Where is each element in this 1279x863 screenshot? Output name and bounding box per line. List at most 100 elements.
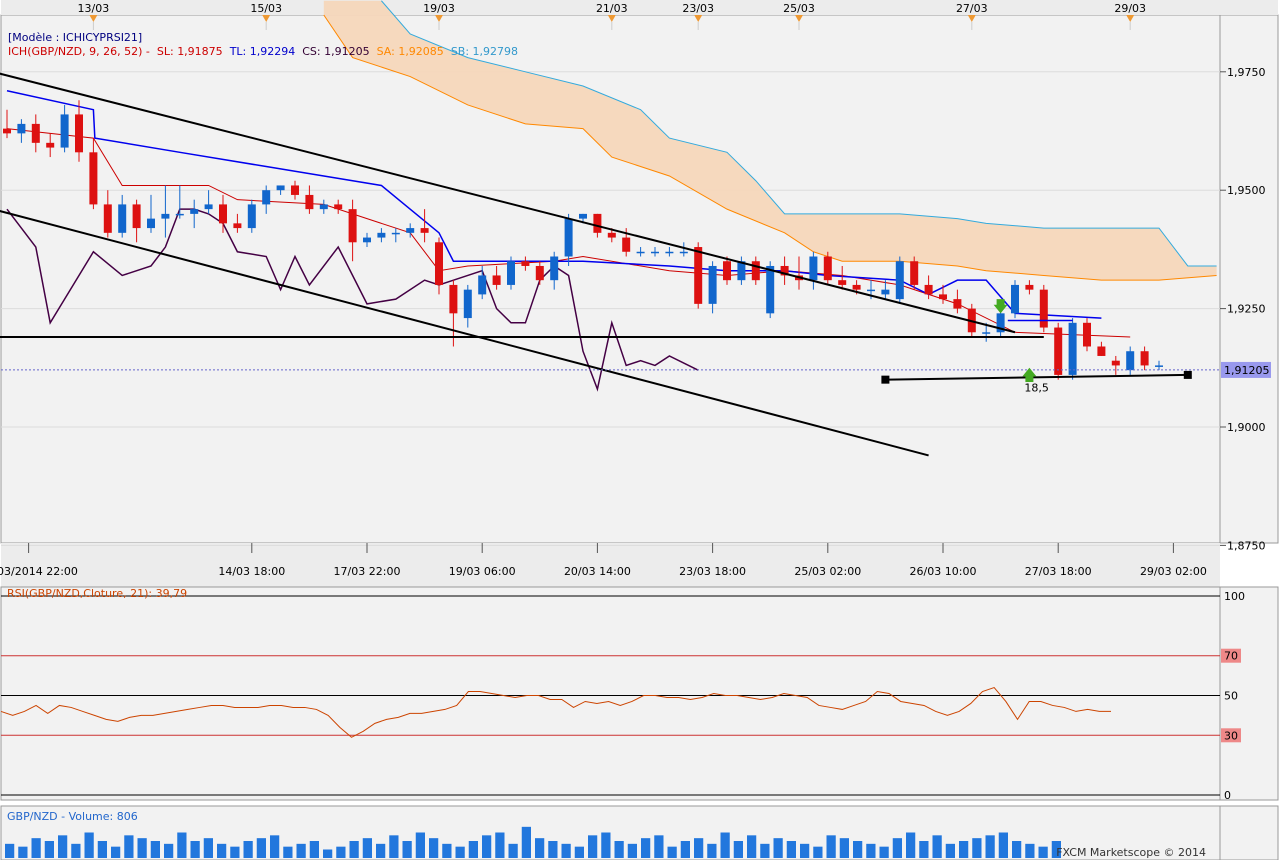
- volume-bar: [124, 835, 134, 858]
- candle-body: [276, 185, 285, 191]
- x-tick-label: 11/03/2014 22:00: [0, 565, 78, 578]
- volume-bar: [442, 843, 452, 858]
- candle-body: [1097, 346, 1106, 356]
- candle-body: [348, 209, 357, 243]
- volume-bar: [548, 841, 558, 858]
- volume-bar: [270, 835, 280, 858]
- volume-bar: [932, 835, 942, 858]
- volume-bar: [389, 835, 399, 858]
- candle-body: [3, 128, 11, 134]
- volume-bar: [150, 841, 160, 858]
- cloud-fill: [323, 0, 1217, 281]
- candle-body: [132, 204, 141, 229]
- volume-bar: [296, 843, 306, 858]
- candle-body: [665, 251, 674, 254]
- current-price-label: 1,91205: [1224, 364, 1270, 377]
- volume-bar: [1012, 841, 1022, 858]
- ichimoku-lines: [6, 0, 1217, 392]
- indicator-title: ICH(GBP/NZD, 9, 26, 52) -: [8, 45, 150, 58]
- candle-body: [1155, 365, 1163, 367]
- senkou-b-line: [381, 0, 1217, 267]
- candle-body: [694, 247, 703, 304]
- top-date-strip: [1, 0, 1278, 15]
- candle-body: [579, 213, 587, 219]
- volume-bar: [31, 838, 41, 858]
- volume-bar: [323, 849, 333, 858]
- candle-body: [780, 265, 789, 276]
- volume-bar: [376, 843, 386, 858]
- current-price-badge: [1221, 361, 1271, 378]
- candle-body: [247, 204, 256, 229]
- volume-bar: [203, 838, 213, 858]
- indicator-legend: ICH(GBP/NZD, 9, 26, 52) - SL: 1,91875 TL: …: [8, 45, 518, 58]
- candle-body: [1011, 284, 1019, 314]
- y-tick-label: 1,8750: [1227, 539, 1266, 552]
- candle-body: [737, 261, 746, 281]
- event-marker-icon: [967, 15, 976, 22]
- volume-bar: [561, 843, 571, 858]
- readout-sa: SA: 1,92085: [377, 45, 444, 58]
- rsi-level-badge: [1221, 648, 1241, 663]
- top-date-label: 15/03: [250, 2, 282, 15]
- volume-bar: [667, 846, 677, 858]
- volume-bar: [5, 843, 15, 858]
- channel-lower: [0, 210, 929, 457]
- event-marker-icon: [435, 15, 443, 22]
- volume-bar: [760, 843, 770, 858]
- candle-body: [823, 256, 832, 281]
- volume-bar: [945, 843, 955, 858]
- candle-body: [435, 242, 443, 285]
- trendline-handle-left: [881, 375, 890, 384]
- candle-body: [867, 289, 875, 292]
- candle-body: [651, 251, 659, 254]
- candle-body: [89, 152, 98, 205]
- candle-body: [492, 275, 501, 285]
- volume-bar: [336, 846, 346, 858]
- price-axis-panel: [1219, 14, 1279, 544]
- readout-cs: CS: 1,91205: [302, 45, 369, 58]
- horizontal-low: [885, 373, 1188, 381]
- candle-body: [31, 123, 40, 143]
- candle-body: [881, 289, 890, 295]
- volume-bar: [256, 838, 266, 858]
- channel-upper: [0, 72, 1016, 334]
- candle-body: [852, 284, 861, 290]
- candle-body: [161, 213, 170, 219]
- volume-bar: [985, 835, 995, 858]
- x-axis-strip: [1, 543, 1220, 587]
- y-tick-label: 1,9250: [1227, 303, 1266, 316]
- candle-body: [939, 294, 947, 300]
- candle-body: [406, 228, 415, 233]
- y-tick-label: 1,9500: [1227, 184, 1266, 197]
- volume-bar: [58, 835, 68, 858]
- price-panel[interactable]: [0, 14, 1221, 544]
- x-tick-label: 17/03 22:00: [334, 565, 401, 578]
- candle-body: [291, 185, 299, 195]
- candle-body: [363, 237, 371, 243]
- volume-bar: [972, 838, 982, 858]
- x-tick-label: 26/03 10:00: [910, 565, 977, 578]
- volume-bar: [694, 838, 704, 858]
- candle-body: [1111, 360, 1120, 366]
- arrow-up-icon: [1022, 367, 1037, 383]
- tenkan-line: [6, 90, 1102, 319]
- candle-body: [622, 237, 631, 252]
- rsi-level-badge: [1221, 728, 1241, 743]
- candle-body: [809, 256, 818, 281]
- rsi-panel[interactable]: [0, 586, 1221, 801]
- top-date-label: 29/03: [1114, 2, 1146, 15]
- candle-body: [708, 265, 717, 304]
- candle-body: [751, 261, 760, 281]
- volume-bar: [707, 843, 717, 858]
- volume-bar: [429, 838, 439, 858]
- volume-bar: [468, 841, 478, 858]
- x-tick-label: 20/03 14:00: [564, 565, 631, 578]
- x-tick-label: 23/03 18:00: [679, 565, 746, 578]
- candle-body: [118, 204, 127, 233]
- readout-sl: SL: 1,91875: [157, 45, 223, 58]
- top-date-label: 23/03: [682, 2, 714, 15]
- annotation-label: 18,5: [1024, 381, 1049, 394]
- volume-bar: [826, 835, 836, 858]
